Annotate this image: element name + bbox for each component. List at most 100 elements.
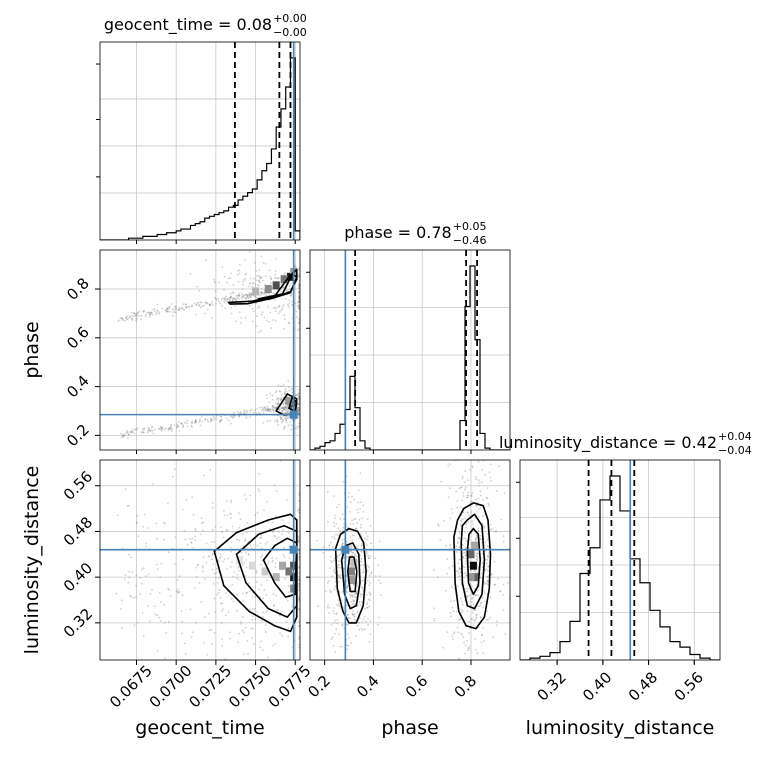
scatter-point — [360, 524, 362, 526]
scatter-point — [138, 315, 140, 318]
scatter-point — [257, 411, 260, 414]
scatter-point — [339, 645, 341, 648]
scatter-point — [342, 526, 345, 529]
scatter-point — [298, 538, 300, 541]
scatter-point — [347, 623, 349, 626]
scatter-point — [258, 306, 261, 309]
scatter-point — [357, 489, 360, 492]
scatter-point — [231, 583, 234, 586]
scatter-point — [337, 534, 339, 537]
scatter-point — [265, 410, 268, 412]
scatter-point — [182, 426, 184, 429]
scatter-point — [356, 555, 358, 558]
scatter-point — [477, 484, 480, 487]
scatter-point — [235, 577, 238, 579]
scatter-point — [355, 527, 358, 530]
scatter-point — [204, 418, 206, 420]
density-cell — [248, 561, 256, 570]
scatter-point — [185, 303, 188, 306]
scatter-point — [363, 615, 366, 618]
scatter-point — [351, 610, 354, 612]
scatter-point — [280, 418, 283, 420]
scatter-point — [230, 501, 232, 504]
scatter-point — [138, 310, 141, 313]
scatter-point — [352, 583, 355, 586]
scatter-point — [140, 314, 143, 317]
x-tick-label: 0.48 — [625, 668, 661, 704]
scatter-point — [456, 506, 459, 509]
scatter-point — [240, 552, 243, 554]
scatter-point — [282, 406, 285, 409]
scatter-point — [231, 525, 234, 528]
scatter-point — [151, 429, 154, 432]
scatter-point — [226, 568, 228, 570]
scatter-point — [200, 301, 203, 304]
scatter-point — [263, 316, 266, 319]
scatter-point — [148, 313, 151, 316]
scatter-point — [295, 394, 297, 397]
scatter-point — [224, 658, 227, 660]
scatter-point — [475, 498, 477, 501]
scatter-point — [447, 465, 450, 467]
scatter-point — [474, 538, 477, 541]
scatter-point — [150, 312, 152, 315]
scatter-point — [226, 417, 228, 420]
scatter-point — [354, 602, 356, 605]
scatter-point — [346, 579, 349, 582]
scatter-point — [368, 574, 371, 577]
scatter-point — [330, 623, 333, 626]
scatter-point — [247, 553, 250, 556]
scatter-point — [283, 408, 285, 411]
contour-level-2 — [340, 542, 361, 610]
scatter-point — [231, 561, 233, 563]
scatter-point — [172, 475, 174, 478]
scatter-point — [277, 400, 280, 402]
scatter-point — [180, 307, 183, 310]
scatter-point — [249, 608, 252, 611]
scatter-point — [462, 511, 465, 513]
scatter-point — [191, 426, 193, 428]
x-axis-label-geocent_time: geocent_time — [135, 717, 264, 739]
scatter-point — [191, 496, 194, 498]
scatter-point — [367, 565, 369, 567]
scatter-point — [275, 557, 278, 560]
scatter-point — [482, 523, 484, 525]
scatter-point — [366, 601, 369, 604]
scatter-point — [296, 394, 299, 396]
scatter-point — [120, 627, 123, 629]
scatter-point — [147, 527, 150, 529]
scatter-point — [252, 615, 254, 618]
scatter-point — [283, 392, 286, 395]
scatter-point — [291, 391, 294, 394]
scatter-point — [157, 427, 160, 430]
scatter-point — [460, 600, 463, 603]
scatter-point — [122, 435, 125, 438]
scatter-point — [159, 576, 162, 579]
scatter-point — [287, 591, 290, 593]
scatter-point — [345, 556, 348, 559]
scatter-point — [341, 543, 344, 545]
scatter-point — [491, 573, 493, 576]
scatter-point — [274, 391, 277, 394]
scatter-point — [477, 479, 480, 482]
scatter-point — [199, 306, 202, 309]
scatter-point — [333, 568, 336, 571]
scatter-point — [151, 311, 153, 314]
scatter-point — [450, 508, 453, 510]
scatter-point — [177, 425, 179, 428]
scatter-point — [298, 299, 300, 302]
scatter-point — [495, 624, 498, 627]
scatter-point — [478, 481, 481, 484]
scatter-point — [178, 421, 180, 424]
scatter-point — [477, 527, 480, 530]
scatter-point — [360, 593, 362, 595]
scatter-point — [120, 432, 122, 435]
scatter-point — [361, 593, 364, 596]
scatter-point — [298, 396, 300, 399]
scatter-point — [352, 603, 354, 605]
scatter-point — [230, 306, 233, 309]
scatter-point — [348, 492, 350, 494]
scatter-point — [234, 298, 237, 301]
scatter-point — [219, 302, 221, 305]
scatter-point — [237, 294, 240, 297]
